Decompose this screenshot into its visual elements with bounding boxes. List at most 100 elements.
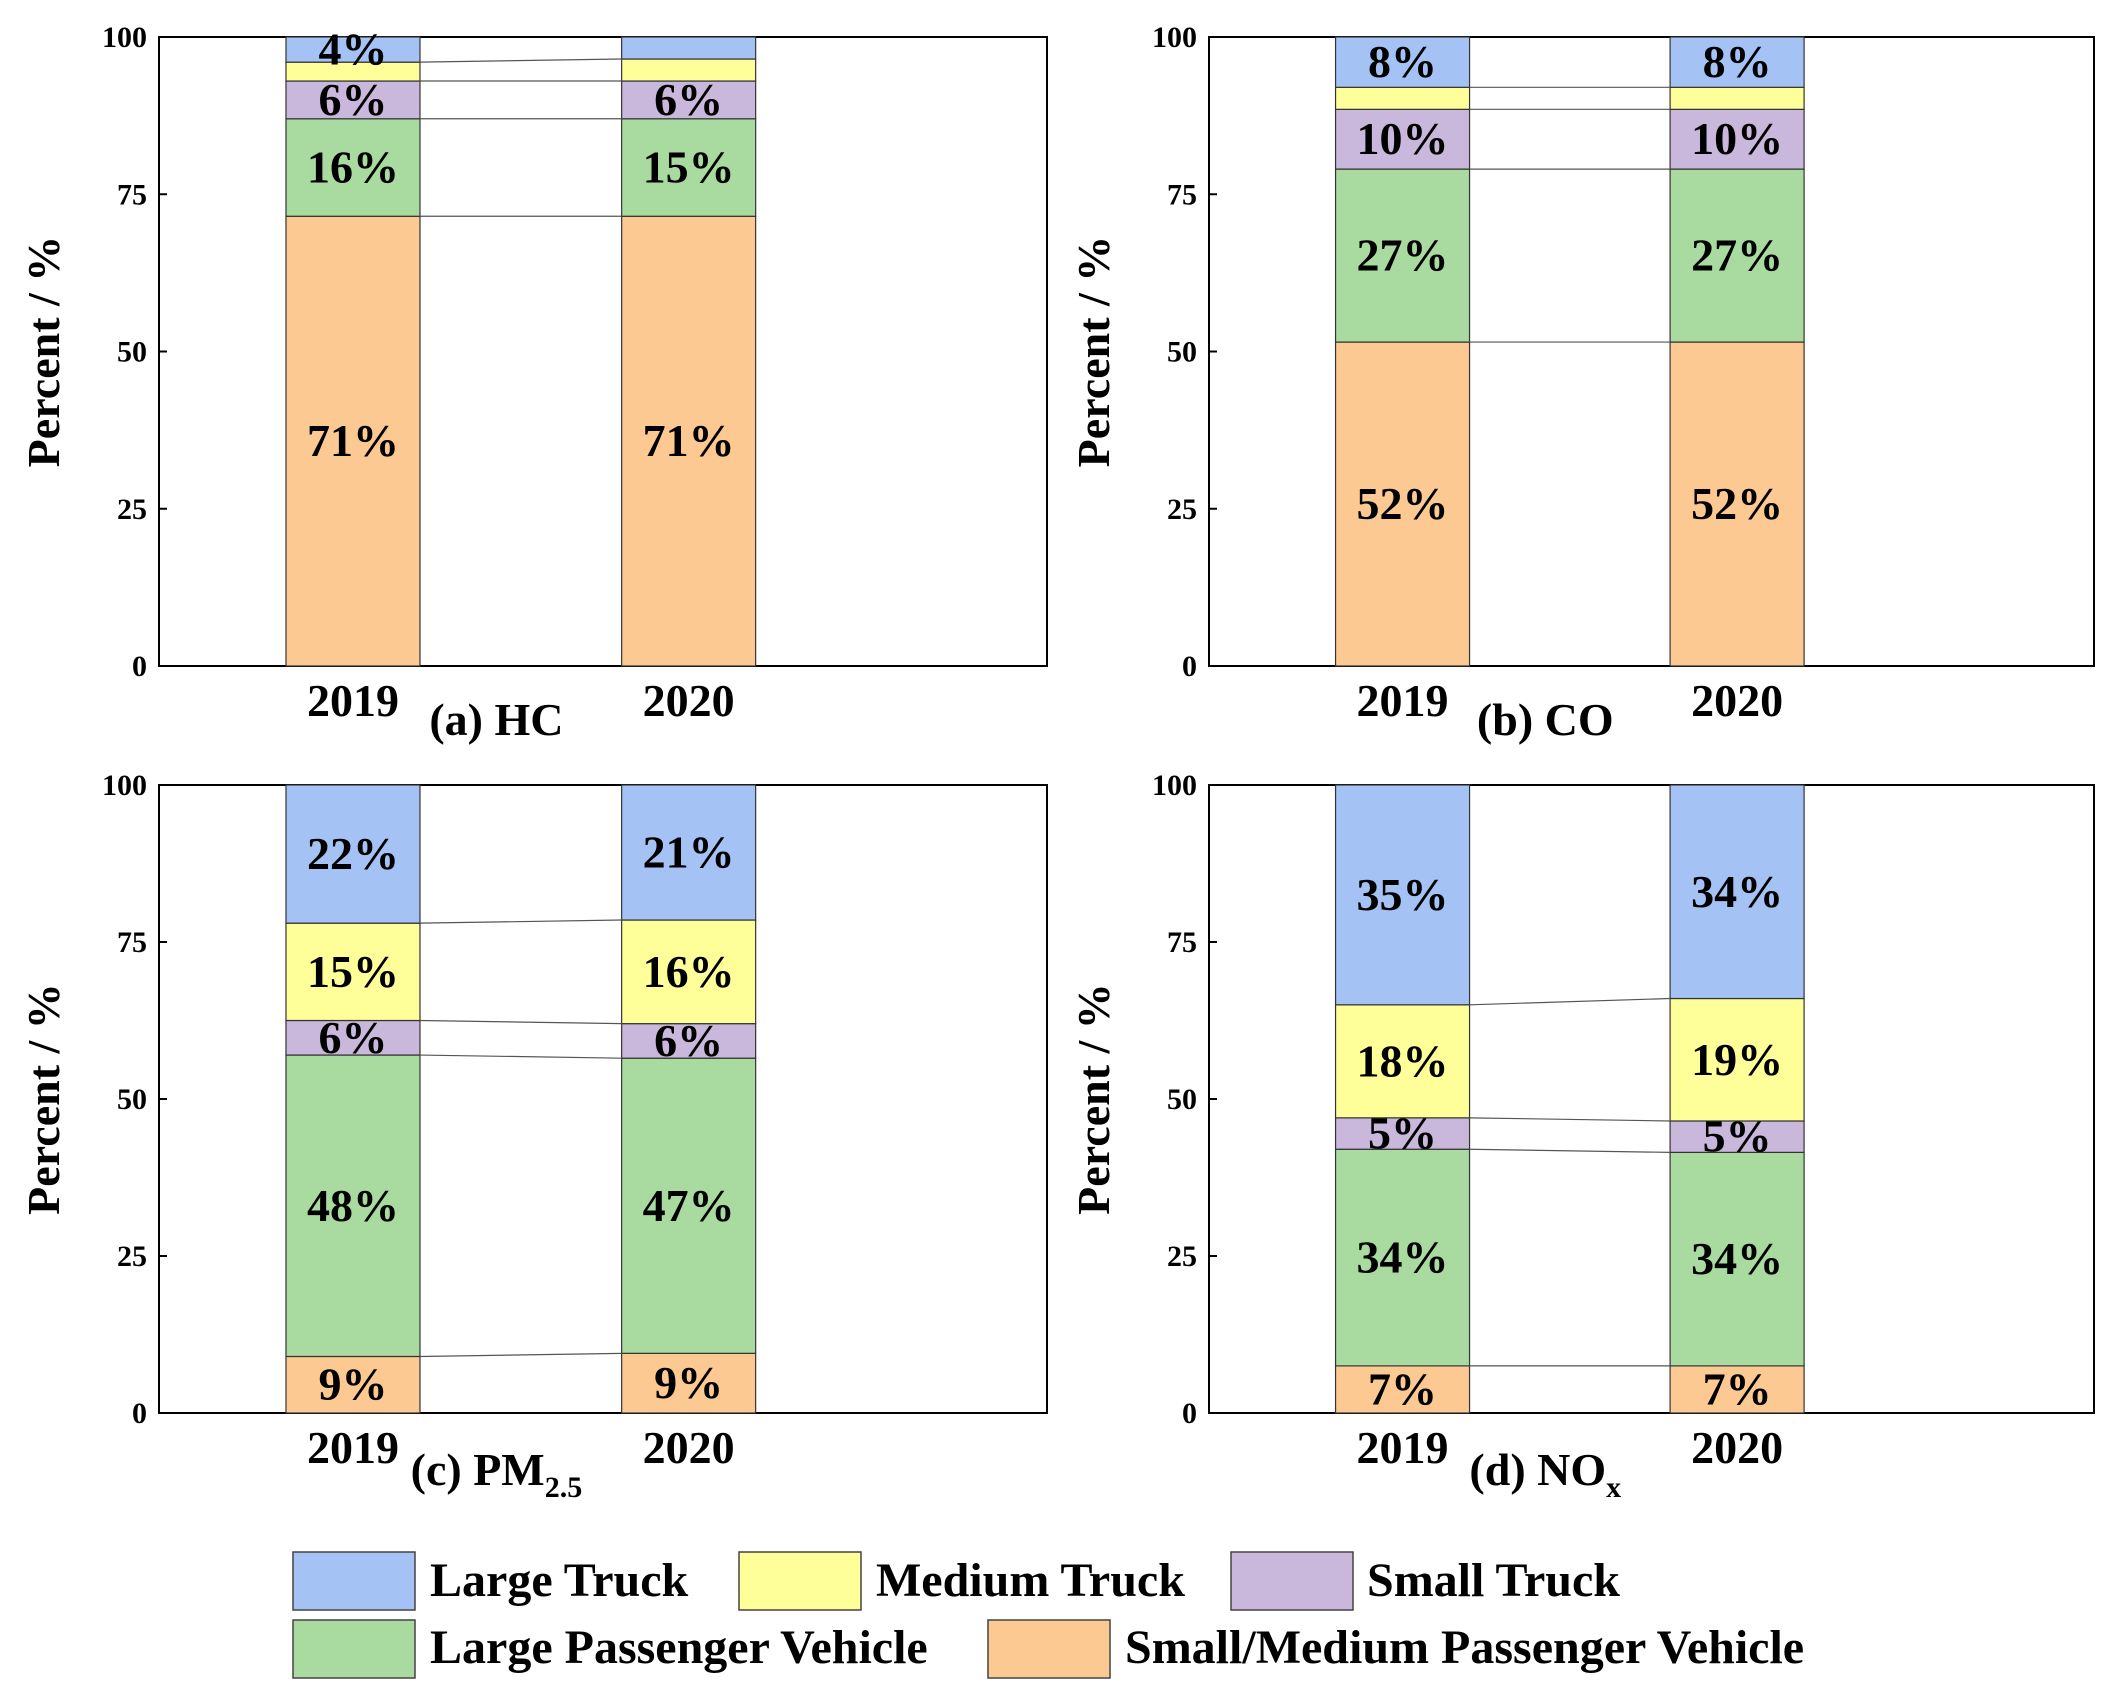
- bar-segment: [285, 784, 421, 924]
- panel-title: (b) CO: [1477, 694, 1614, 745]
- legend-swatch-large-truck: [292, 1551, 416, 1611]
- bar-segment: [621, 36, 757, 60]
- bar-segment: [1334, 1365, 1471, 1414]
- data-label: 52%: [1357, 478, 1449, 529]
- data-label: 15%: [643, 142, 735, 193]
- data-label: 18%: [1357, 1035, 1449, 1086]
- x-tick-label: 2019: [307, 1422, 399, 1473]
- bar-segment: [285, 215, 421, 667]
- bar-segment: [285, 80, 421, 120]
- bar-segment: [285, 922, 421, 1022]
- panel-title: (a) HC: [429, 694, 563, 745]
- panel-title: (d) NOx: [1469, 1444, 1621, 1504]
- connector-line: [1469, 1117, 1671, 1122]
- bar-segment: [285, 118, 421, 217]
- connector-line: [419, 1054, 622, 1059]
- bar-segment: [1334, 1148, 1471, 1367]
- bar-segment: [1669, 1120, 1805, 1153]
- legend-label-large-truck: Large Truck: [430, 1554, 689, 1607]
- legend-swatch-large-passenger: [292, 1619, 416, 1679]
- y-axis-label: Percent / %: [18, 236, 69, 468]
- legend: Large Truck Medium Truck Small Truck Large …: [292, 1551, 1804, 1679]
- legend-swatch-small-truck: [1230, 1551, 1354, 1611]
- bar-segment: [621, 80, 757, 120]
- data-label: 22%: [307, 828, 399, 879]
- bar-segment: [1669, 1151, 1805, 1367]
- x-tick-label: 2019: [307, 675, 399, 726]
- panel-2: 0 25 50 75 100 Percent / % 52% 27% 10% 8% 2019 52% 2…: [1068, 21, 2095, 745]
- data-label: 34%: [1691, 866, 1783, 917]
- bar-segment: [285, 36, 421, 63]
- y-tick-label: 75: [117, 178, 147, 211]
- bar-segment: [1334, 784, 1471, 1006]
- y-tick-label: 50: [1167, 336, 1197, 369]
- bar-segment: [621, 58, 757, 82]
- connector-line: [419, 919, 622, 924]
- bar-segment: [621, 215, 757, 667]
- bar-segment: [621, 1352, 757, 1414]
- legend-swatch-medium-truck: [738, 1551, 862, 1611]
- legend-label-small-medium-passenger: Small/Medium Passenger Vehicle: [1125, 1621, 1804, 1674]
- bar-segment: [621, 784, 757, 921]
- y-tick-label: 75: [1167, 178, 1197, 211]
- bar-segment: [621, 919, 757, 1025]
- x-tick-label: 2019: [1357, 675, 1449, 726]
- y-tick-label: 0: [132, 650, 147, 683]
- data-label: 16%: [643, 946, 735, 997]
- y-tick-label: 25: [117, 493, 147, 526]
- y-tick-label: 75: [1167, 926, 1197, 959]
- bar-segment: [1334, 108, 1471, 170]
- bar-segment: [285, 1019, 421, 1056]
- bar-segment: [1669, 168, 1805, 343]
- data-label: 34%: [1691, 1233, 1783, 1284]
- bar-segment: [621, 1023, 757, 1059]
- bar-segment: [1669, 108, 1805, 170]
- data-label: 8%: [1368, 36, 1437, 87]
- y-tick-label: 100: [102, 769, 147, 802]
- bar-segment: [1334, 86, 1471, 110]
- data-label: 71%: [307, 415, 399, 466]
- y-tick-label: 100: [1152, 21, 1197, 54]
- y-axis-label: Percent / %: [1068, 236, 1119, 468]
- panel-title: (c) PM2.5: [411, 1444, 583, 1504]
- connector-line: [419, 58, 622, 63]
- legend-label-medium-truck: Medium Truck: [876, 1554, 1185, 1607]
- x-tick-label: 2020: [1691, 1422, 1783, 1473]
- y-tick-label: 50: [117, 1083, 147, 1116]
- x-tick-label: 2019: [1357, 1422, 1449, 1473]
- data-label: 48%: [307, 1180, 399, 1231]
- data-label: 9%: [654, 1357, 723, 1408]
- bar-segment: [1669, 86, 1805, 110]
- data-label: 9%: [318, 1359, 387, 1410]
- y-axis-label: Percent / %: [18, 983, 69, 1215]
- y-tick-label: 25: [117, 1240, 147, 1273]
- data-label: 10%: [1357, 113, 1449, 164]
- data-label: 7%: [1703, 1363, 1772, 1414]
- bar-segment: [1334, 168, 1471, 343]
- x-tick-label: 2020: [1691, 675, 1783, 726]
- y-tick-label: 100: [1152, 769, 1197, 802]
- bar-segment: [621, 1057, 757, 1354]
- data-label: 10%: [1691, 113, 1783, 164]
- data-label: 71%: [643, 415, 735, 466]
- y-tick-label: 100: [102, 21, 147, 54]
- connector-line: [1469, 997, 1671, 1006]
- data-label: 47%: [643, 1180, 735, 1231]
- legend-label-small-truck: Small Truck: [1367, 1554, 1620, 1607]
- y-tick-label: 50: [117, 336, 147, 369]
- data-label: 27%: [1357, 230, 1449, 281]
- data-label: 35%: [1357, 869, 1449, 920]
- y-tick-label: 0: [132, 1397, 147, 1430]
- bar-segment: [1334, 341, 1471, 667]
- bar-segment: [1669, 997, 1805, 1122]
- data-label: 52%: [1691, 478, 1783, 529]
- data-label: 6%: [318, 74, 387, 125]
- data-label: 21%: [643, 827, 735, 878]
- y-tick-label: 25: [1167, 493, 1197, 526]
- x-tick-label: 2020: [643, 675, 735, 726]
- connector-line: [419, 1352, 622, 1358]
- y-tick-label: 0: [1182, 1397, 1197, 1430]
